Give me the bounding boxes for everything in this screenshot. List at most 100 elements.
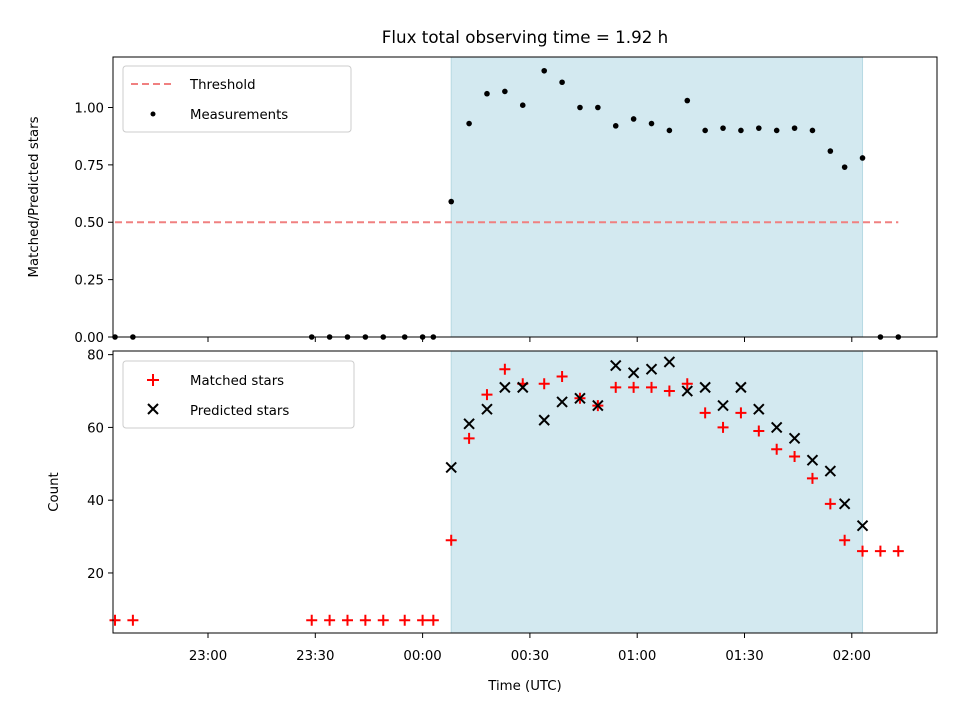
y-tick-label: 60 bbox=[87, 421, 104, 436]
matched-stars-point bbox=[610, 381, 622, 393]
matched-legend-swatch bbox=[147, 374, 159, 386]
predicted-stars-point bbox=[699, 381, 711, 394]
matched-stars-point bbox=[341, 614, 353, 626]
x-tick-label: 00:30 bbox=[511, 649, 549, 664]
chart-title: Flux total observing time = 1.92 h bbox=[382, 27, 668, 47]
measurement-point bbox=[666, 127, 673, 134]
matched-stars-point bbox=[806, 472, 818, 484]
measurement-point bbox=[559, 79, 565, 86]
measurement-point bbox=[541, 67, 548, 74]
measurement-point bbox=[648, 120, 655, 127]
measurement-point bbox=[756, 125, 762, 131]
predicted-stars-point bbox=[627, 367, 640, 379]
matched-stars-point bbox=[771, 443, 783, 455]
matched-stars-point bbox=[874, 545, 886, 557]
observing-window-shade bbox=[450, 350, 864, 634]
matched-stars-point bbox=[324, 614, 336, 626]
predicted-stars-point bbox=[770, 421, 783, 434]
count-y-axis-label: Count bbox=[47, 472, 62, 512]
measurement-point bbox=[702, 127, 708, 134]
matched-stars-point bbox=[824, 498, 836, 510]
predicted-stars-point bbox=[574, 392, 586, 405]
matched-stars-point bbox=[735, 407, 747, 419]
x-tick-label: 00:00 bbox=[403, 649, 441, 664]
predicted-stars-point bbox=[824, 465, 837, 477]
matched-stars-point bbox=[753, 425, 765, 437]
matched-stars-point bbox=[646, 381, 658, 393]
matched-stars-point bbox=[417, 614, 429, 626]
matched-stars-point bbox=[359, 614, 371, 626]
y-tick-label: 0.75 bbox=[74, 159, 104, 174]
matched-stars-point bbox=[109, 614, 121, 626]
ratio-legend-box bbox=[122, 65, 352, 133]
y-tick-label: 80 bbox=[87, 349, 104, 364]
count-legend-box bbox=[122, 360, 355, 429]
ratio-axes-frame bbox=[112, 56, 938, 338]
matched-legend-label: Matched stars bbox=[190, 374, 284, 389]
x-tick-label: 02:00 bbox=[833, 649, 871, 664]
predicted-stars-point bbox=[838, 498, 851, 510]
matched-stars-point bbox=[628, 381, 640, 393]
predicted-stars-point bbox=[610, 359, 622, 372]
matched-stars-point bbox=[892, 545, 904, 557]
matched-stars-point bbox=[399, 614, 411, 626]
x-tick-label: 01:00 bbox=[618, 649, 656, 664]
x-tick-label: 23:00 bbox=[189, 649, 227, 664]
measurement-point bbox=[577, 104, 583, 111]
matched-stars-point bbox=[789, 451, 801, 463]
matched-stars-point bbox=[717, 421, 729, 433]
matched-stars-point bbox=[556, 370, 568, 382]
predicted-stars-point bbox=[788, 432, 801, 445]
y-tick-label: 40 bbox=[87, 494, 104, 509]
matched-stars-point bbox=[681, 378, 693, 390]
matched-stars-point bbox=[481, 389, 493, 401]
measurement-point bbox=[809, 127, 816, 134]
measurement-point bbox=[630, 116, 637, 122]
count-legend: Matched stars Predicted stars bbox=[122, 360, 355, 429]
matched-stars-point bbox=[377, 614, 389, 626]
measurements-legend-label: Measurements bbox=[190, 108, 288, 123]
measurements-legend-swatch bbox=[150, 111, 156, 117]
measurement-point bbox=[738, 127, 744, 134]
predicted-stars-point bbox=[681, 385, 693, 397]
ratio-y-axis-label: Matched/Predicted stars bbox=[27, 116, 42, 277]
measurement-point bbox=[484, 90, 490, 97]
predicted-stars-point bbox=[538, 414, 550, 426]
measurement-point bbox=[827, 148, 834, 154]
ratio-panel: Flux total observing time = 1.92 h 0.00 0… bbox=[27, 27, 938, 346]
measurement-point bbox=[502, 88, 508, 95]
count-marks bbox=[109, 356, 904, 626]
matched-stars-point bbox=[463, 432, 475, 444]
matched-stars-point bbox=[663, 385, 675, 397]
matched-stars-point bbox=[857, 545, 869, 557]
count-y-ticks: 20 40 60 80 bbox=[87, 349, 113, 582]
predicted-stars-point bbox=[463, 418, 475, 430]
observing-window-shade bbox=[450, 56, 864, 338]
count-x-axis-label: Time (UTC) bbox=[487, 679, 562, 694]
predicted-stars-point bbox=[556, 396, 568, 408]
predicted-stars-point bbox=[735, 381, 747, 394]
count-panel: 20 40 60 80 23:00 23:30 00:00 00:30 01:00 01:30 0… bbox=[47, 349, 938, 694]
measurement-point bbox=[773, 127, 780, 134]
count-axes-frame bbox=[112, 350, 938, 634]
predicted-stars-point bbox=[856, 519, 869, 532]
measurement-point bbox=[448, 198, 455, 205]
predicted-stars-point bbox=[717, 399, 729, 412]
measurement-point bbox=[720, 125, 726, 131]
x-tick-label: 01:30 bbox=[725, 649, 763, 664]
measurement-point bbox=[595, 104, 601, 111]
predicted-legend-swatch bbox=[147, 403, 159, 415]
matched-stars-point bbox=[306, 614, 318, 626]
predicted-stars-point bbox=[753, 403, 765, 415]
measurement-point bbox=[612, 123, 619, 129]
measurement-point bbox=[791, 125, 798, 131]
predicted-stars-point bbox=[499, 381, 511, 394]
y-tick-label: 0.50 bbox=[74, 216, 104, 231]
ratio-marks bbox=[112, 67, 902, 340]
y-tick-label: 0.25 bbox=[74, 274, 104, 289]
predicted-stars-point bbox=[663, 356, 676, 368]
x-tick-label: 23:30 bbox=[296, 649, 334, 664]
predicted-stars-point bbox=[645, 363, 658, 375]
y-tick-label: 0.00 bbox=[74, 331, 104, 346]
y-tick-label: 1.00 bbox=[74, 101, 104, 116]
